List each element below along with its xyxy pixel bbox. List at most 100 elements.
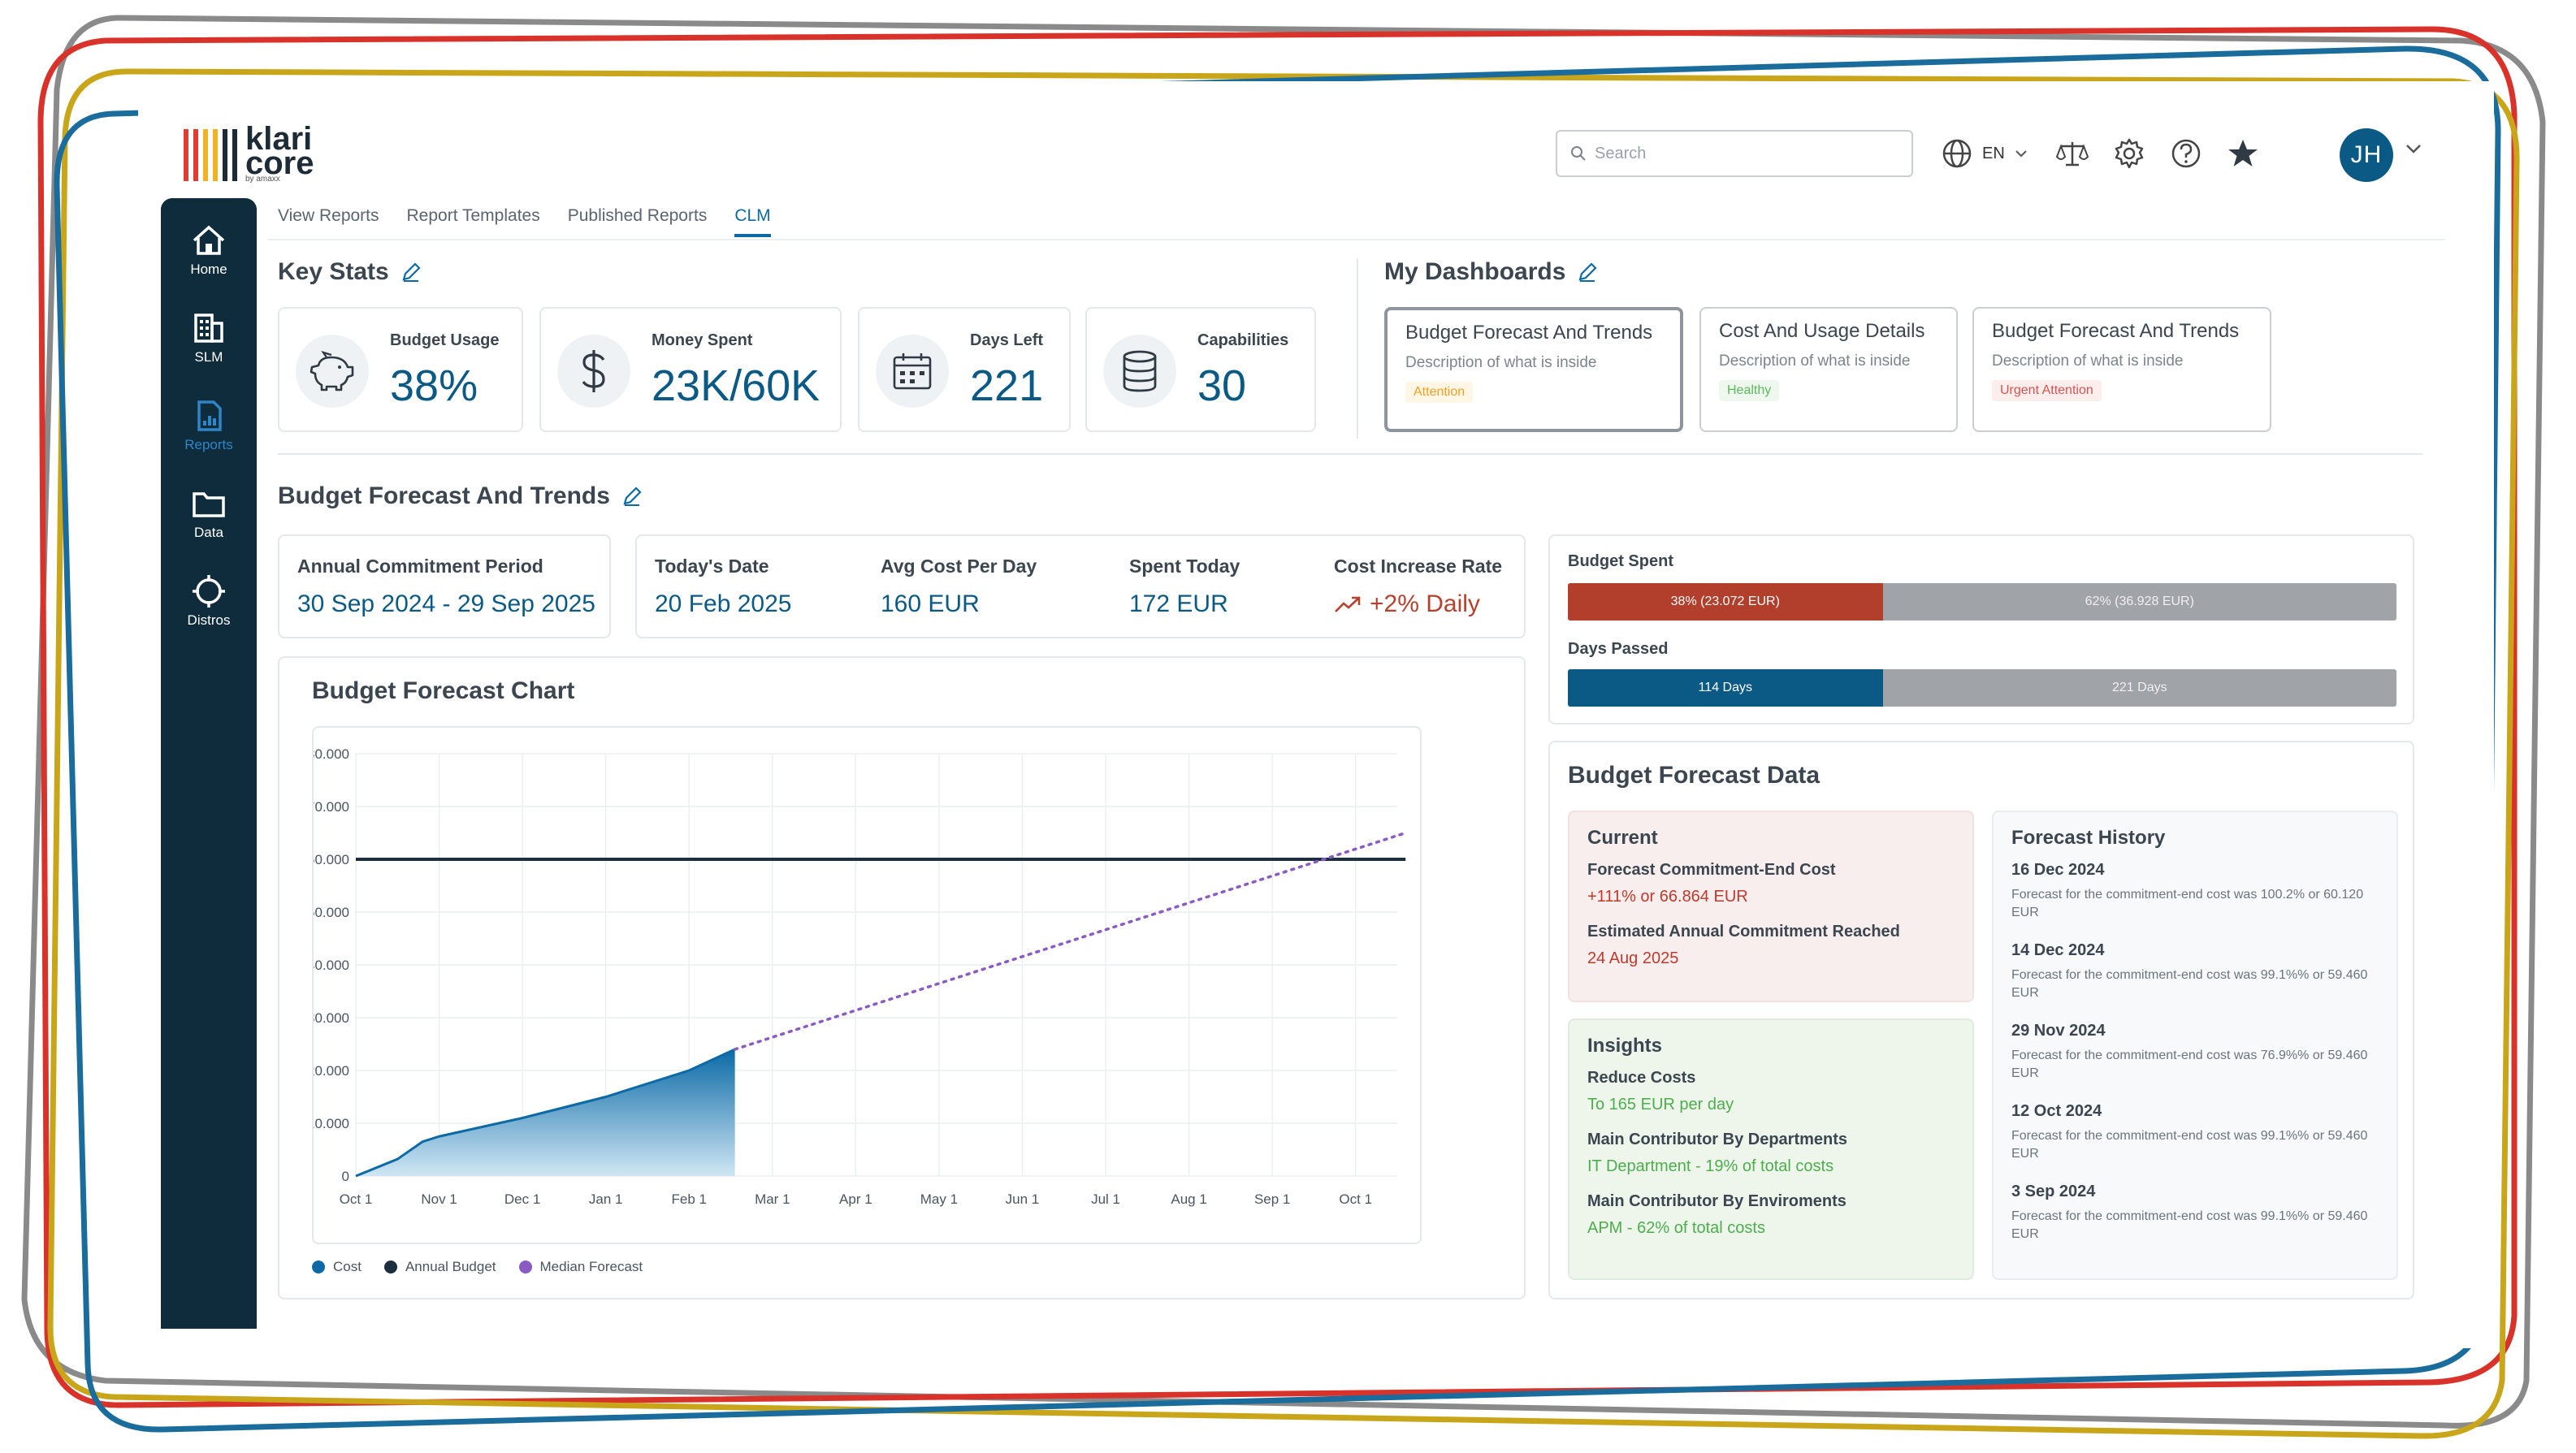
budget-spent-bar: 38% (23.072 EUR) 62% (36.928 EUR) xyxy=(1568,583,2396,621)
dashboard-card-description: Description of what is inside xyxy=(1719,352,1911,370)
legend-item-median-forecast[interactable]: Median Forecast xyxy=(518,1259,643,1275)
budget-forecast-chart: 0 10.000 20.000 30.000 40.000 50.000 60.000 70.… xyxy=(307,746,1408,1207)
sidebar-item-home[interactable]: Home xyxy=(161,224,257,278)
stat-label: Budget Usage xyxy=(390,331,500,349)
dashboard-card-description: Description of what is inside xyxy=(1405,354,1597,371)
tab-published-reports[interactable]: Published Reports xyxy=(567,206,708,225)
pencil-icon[interactable] xyxy=(1577,262,1598,283)
help-icon xyxy=(2171,139,2201,168)
stat-icon-circle xyxy=(557,335,630,408)
current-item-label: Estimated Annual Commitment Reached xyxy=(1587,923,1900,941)
median-forecast-line xyxy=(733,831,1408,1051)
status-badge: Attention xyxy=(1405,382,1474,403)
legend-dot xyxy=(383,1261,397,1274)
report-icon xyxy=(197,400,222,431)
info-label: Annual Commitment Period xyxy=(297,556,543,577)
y-tick-label: 0 xyxy=(342,1169,349,1184)
current-item-label: Forecast Commitment-End Cost xyxy=(1587,861,1836,879)
insight-label: Main Contributor By Departments xyxy=(1587,1131,1848,1148)
stat-card-days-left[interactable]: Days Left 221 xyxy=(858,307,1071,432)
dashboard-card-description: Description of what is inside xyxy=(1992,352,2184,370)
trends-heading: Budget Forecast And Trends xyxy=(278,482,643,510)
y-tick-label: 50.000 xyxy=(314,905,349,920)
legend-item-annual-budget[interactable]: Annual Budget xyxy=(383,1259,496,1275)
favorites-button[interactable] xyxy=(2224,135,2262,172)
stat-icon-circle xyxy=(1103,335,1176,408)
current-item-value: +111% or 66.864 EUR xyxy=(1587,888,1748,906)
insights-title: Insights xyxy=(1587,1035,1663,1057)
days-passed-fill: 114 Days xyxy=(1568,669,1883,707)
chevron-down-icon xyxy=(2015,150,2027,158)
database-icon xyxy=(1123,350,1157,392)
pencil-icon[interactable] xyxy=(621,486,643,507)
chart-title: Budget Forecast Chart xyxy=(312,677,575,704)
forecast-history-box: Forecast History 16 Dec 2024 Forecast fo… xyxy=(1992,811,2398,1280)
insight-value: To 165 EUR per day xyxy=(1587,1096,1734,1114)
logo-wordmark: klari core by amaxx xyxy=(245,123,314,184)
sidebar-item-slm[interactable]: SLM xyxy=(161,312,257,365)
status-badge: Healthy xyxy=(1719,380,1780,401)
tab-report-templates[interactable]: Report Templates xyxy=(406,206,540,225)
insight-value: APM - 62% of total costs xyxy=(1587,1219,1765,1237)
settings-button[interactable] xyxy=(2111,135,2148,172)
avg-cost-per-day: Avg Cost Per Day 160 EUR xyxy=(881,556,1037,618)
tab-clm[interactable]: CLM xyxy=(734,206,771,237)
sidebar-item-label: Distros xyxy=(187,612,231,628)
y-tick-label: 10.000 xyxy=(314,1116,349,1131)
user-avatar[interactable]: JH xyxy=(2340,128,2393,182)
chevron-down-icon[interactable] xyxy=(2405,143,2422,154)
logo-bar xyxy=(193,129,198,181)
dashboard-card-budget-forecast-2[interactable]: Budget Forecast And Trends Description o… xyxy=(1972,307,2271,432)
tab-view-reports[interactable]: View Reports xyxy=(278,206,379,225)
sidebar: Home SLM Reports Data Distros xyxy=(161,198,257,1329)
dollar-icon xyxy=(582,350,605,392)
search-input[interactable] xyxy=(1595,144,1887,163)
folder-icon xyxy=(193,492,225,517)
search-box[interactable] xyxy=(1556,130,1913,177)
budget-spent-label: Budget Spent xyxy=(1568,552,1673,570)
x-tick-label: Oct 1 xyxy=(1339,1191,1372,1207)
history-date: 12 Oct 2024 xyxy=(2011,1102,2102,1120)
current-item-value: 24 Aug 2025 xyxy=(1587,949,1679,967)
x-tick-label: Oct 1 xyxy=(340,1191,373,1207)
scale-button[interactable] xyxy=(2054,135,2091,172)
history-date: 16 Dec 2024 xyxy=(2011,861,2105,879)
y-tick-label: 40.000 xyxy=(314,958,349,973)
trend-up-icon xyxy=(1335,596,1361,612)
current-forecast-box: Current Forecast Commitment-End Cost +11… xyxy=(1568,811,1974,1002)
dashboard-card-cost-usage[interactable]: Cost And Usage Details Description of wh… xyxy=(1699,307,1958,432)
piggy-bank-icon xyxy=(310,351,354,391)
pencil-icon[interactable] xyxy=(400,262,422,283)
stat-icon-circle xyxy=(876,335,949,408)
dashboard-card-title: Cost And Usage Details xyxy=(1719,320,1925,342)
target-icon xyxy=(193,575,225,608)
legend-dot xyxy=(518,1261,532,1274)
spent-today: Spent Today 172 EUR xyxy=(1129,556,1240,618)
legend-item-cost[interactable]: Cost xyxy=(312,1259,362,1275)
sidebar-item-distros[interactable]: Distros xyxy=(161,575,257,629)
legend-label: Median Forecast xyxy=(539,1259,643,1274)
stat-card-capabilities[interactable]: Capabilities 30 xyxy=(1085,307,1316,432)
chart-legend: Cost Annual Budget Median Forecast xyxy=(312,1259,643,1275)
info-value: 160 EUR xyxy=(881,590,980,617)
history-entry: 29 Nov 2024 Forecast for the commitment-… xyxy=(2011,1022,2379,1083)
cost-increase-rate: Cost Increase Rate +2% Daily xyxy=(1334,556,1502,618)
stat-card-money-spent[interactable]: Money Spent 23K/60K xyxy=(539,307,842,432)
stat-label: Days Left xyxy=(970,331,1044,349)
sidebar-item-data[interactable]: Data xyxy=(161,487,257,541)
legend-label: Cost xyxy=(333,1259,362,1274)
brand-logo[interactable]: klari core by amaxx xyxy=(184,123,314,184)
stat-value: 221 xyxy=(970,361,1044,410)
current-title: Current xyxy=(1587,827,1658,849)
dashboard-card-budget-forecast[interactable]: Budget Forecast And Trends Description o… xyxy=(1384,307,1683,432)
y-tick-label: 80.000 xyxy=(314,746,349,762)
insight-label: Reduce Costs xyxy=(1587,1069,1696,1087)
history-entry: 3 Sep 2024 Forecast for the commitment-e… xyxy=(2011,1183,2379,1243)
stat-card-budget-usage[interactable]: Budget Usage 38% xyxy=(278,307,523,432)
language-selector[interactable]: EN xyxy=(1942,135,2028,172)
commitment-period-card: Annual Commitment Period 30 Sep 2024 - 2… xyxy=(278,534,611,638)
sidebar-item-reports[interactable]: Reports xyxy=(161,400,257,453)
legend-label: Annual Budget xyxy=(405,1259,496,1274)
stat-value: 23K/60K xyxy=(652,361,820,410)
help-button[interactable] xyxy=(2167,135,2205,172)
